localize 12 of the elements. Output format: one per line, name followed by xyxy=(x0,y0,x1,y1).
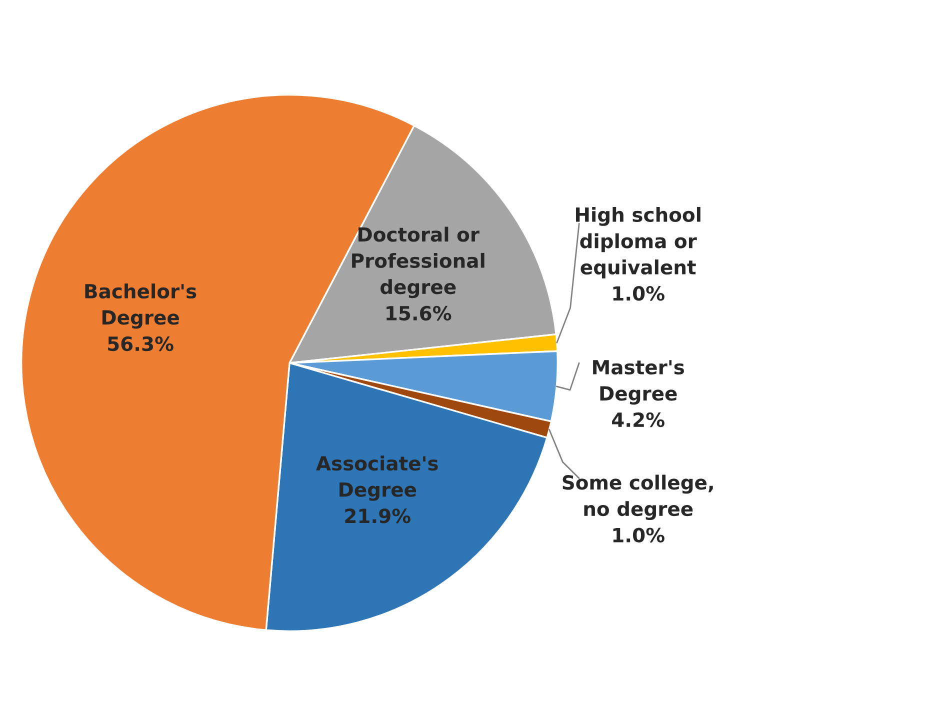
data-label: 4.2% xyxy=(612,412,664,428)
slice-label: Associate's Degree xyxy=(316,456,438,501)
slice-label: Some college, no degree xyxy=(562,474,713,520)
slice-label: Doctoral or Professional degree xyxy=(352,226,484,298)
slice-label: Master's Degree xyxy=(593,360,684,405)
slice-label: High school diploma or equivalent xyxy=(576,206,700,278)
data-label: 1.0% xyxy=(613,286,664,301)
data-label: 15.6% xyxy=(386,306,452,321)
data-label: 21.9% xyxy=(345,508,410,524)
slice-label: Bachelor's Degree xyxy=(85,284,196,329)
data-label: 1.0% xyxy=(613,528,664,542)
data-label: 56.3% xyxy=(108,336,174,352)
